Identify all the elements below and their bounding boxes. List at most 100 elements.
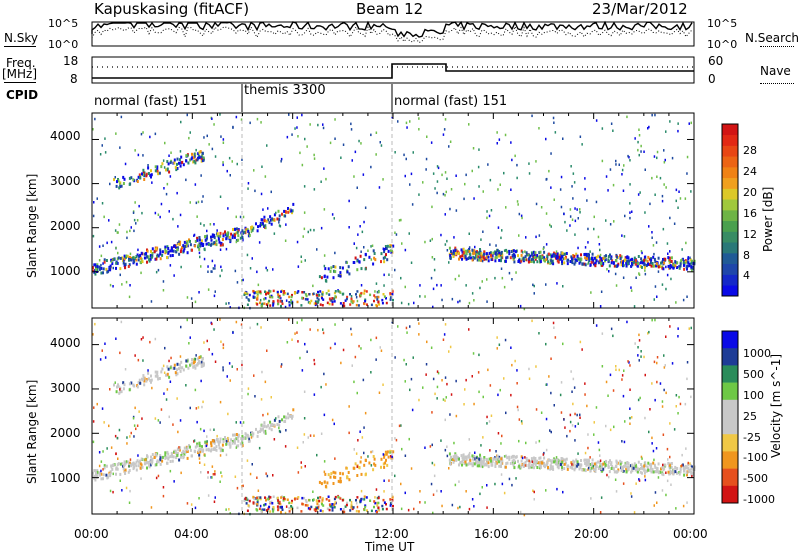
power-cell [539,250,542,254]
velocity-cell [207,471,209,474]
power-cell [518,234,520,237]
power-cell [196,215,198,218]
power-cell [528,256,531,260]
velocity-cell [589,463,591,466]
power-cell [352,300,355,303]
power-cell [500,256,503,260]
power-cell [657,270,660,273]
power-cell [334,290,337,293]
power-cell [348,199,350,203]
power-cell [450,250,452,254]
power-cell [357,233,359,236]
power-cell [219,195,222,198]
power-cell [245,291,248,294]
velocity-cell [509,461,512,465]
velocity-cell [587,459,590,463]
velocity-cell [222,343,225,346]
power-cell [249,267,252,270]
velocity-cell [349,498,351,502]
velocity-cell [216,439,219,443]
velocity-cell [133,465,136,469]
velocity-cell [317,496,319,500]
power-cell [241,158,243,161]
power-cell [634,259,637,262]
velocity-cell [147,371,150,375]
power-cell [280,290,283,293]
velocity-cell [637,354,639,357]
power-cell [329,269,332,273]
power-cell [418,117,420,120]
velocity-cell [400,482,402,486]
velocity-cell [157,474,160,478]
power-cell [170,151,172,154]
velocity-cell [231,365,233,368]
power-cell [408,232,410,235]
velocity-cell [569,420,572,424]
velocity-cell [189,445,191,449]
power-cell [585,252,588,256]
power-cell [229,306,231,309]
power-cell [313,302,316,305]
velocity-cell [265,432,267,435]
velocity-cell [143,462,146,466]
velocity-cell [394,474,396,478]
power-cell [276,299,279,302]
power-cell [480,252,483,256]
power-cell [173,244,176,248]
power-cell [615,163,617,166]
power-cell [498,250,501,254]
velocity-cell [359,460,362,464]
velocity-cell [609,459,611,463]
velocity-cell [511,454,514,458]
power-cell [321,291,324,294]
power-cell [143,178,146,181]
power-cell [248,293,251,297]
power-cell [377,290,380,294]
power-cell [476,258,479,262]
velocity-cell [506,456,509,460]
power-cell [130,176,133,180]
power-cell [264,297,267,300]
power-cell [247,229,250,233]
velocity-cell [409,325,411,328]
velocity-cell [247,387,250,390]
velocity-cell [277,501,279,504]
power-cell [506,250,509,254]
power-cell [520,214,523,218]
velocity-cell [374,501,377,505]
velocity-cell [173,363,176,367]
power-cell [317,298,320,301]
velocity-cell [216,438,219,441]
power-cell [350,128,353,131]
velocity-cell [535,365,537,368]
velocity-cell [354,355,357,359]
power-cell [395,233,398,236]
power-cell [375,282,378,285]
power-cell [299,151,301,155]
power-cell [210,270,212,273]
velocity-cell [173,366,176,370]
velocity-cell [593,462,596,466]
power-cell [607,255,610,259]
power-cell [253,296,256,299]
power-cell [315,302,318,305]
power-cell [250,230,253,234]
velocity-cell [244,497,247,500]
velocity-cell [203,463,206,466]
power-cell [510,188,512,191]
velocity-cell [561,467,564,471]
power-cell [592,259,595,262]
velocity-cell [319,496,322,499]
power-cell [589,257,591,261]
power-colorbar [721,123,739,297]
power-cell [101,202,104,205]
velocity-cell [129,458,132,461]
power-cell [219,243,222,247]
velocity-cell [353,448,355,451]
power-cell [167,162,170,166]
velocity-cell [161,459,164,463]
power-cell [195,201,198,205]
power-cell [324,279,327,282]
velocity-cell [530,457,533,461]
power-cell [367,249,369,252]
